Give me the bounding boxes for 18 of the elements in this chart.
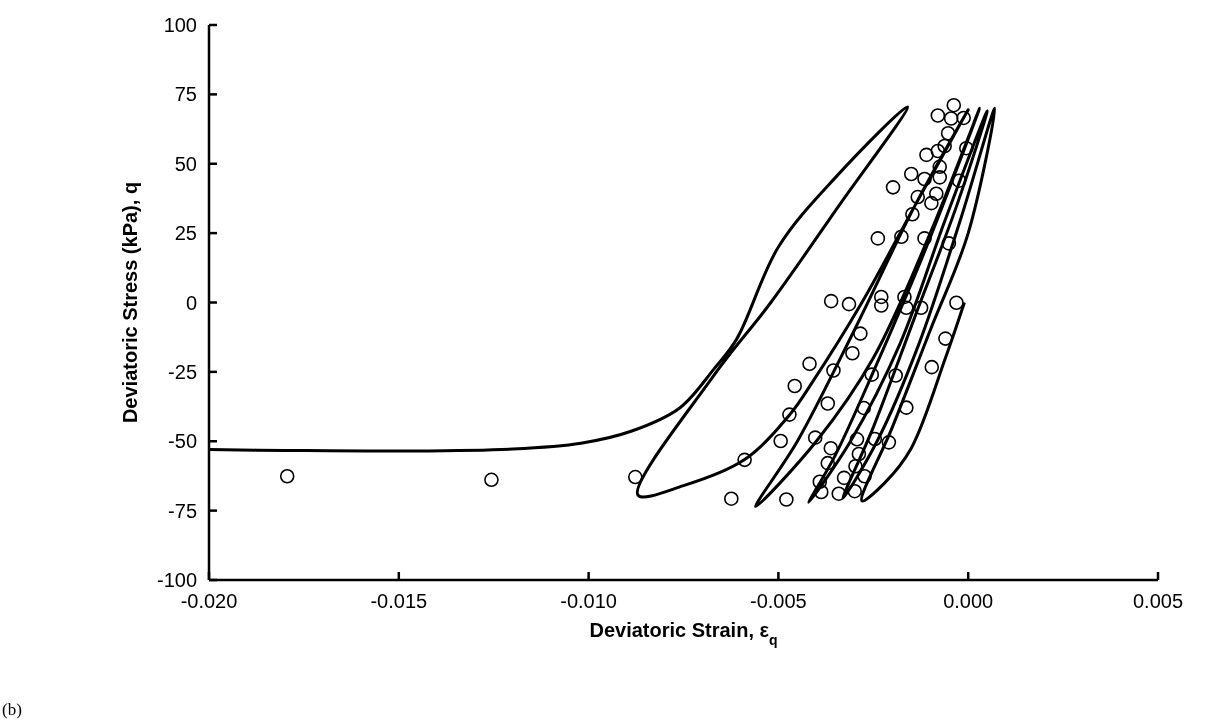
x-axis-title: Deviatoric Strain, ε$_{q}$ [589,619,778,648]
y-tick-label: 0 [185,291,197,314]
y-tick-label: 100 [163,14,197,36]
text: (b) [2,700,22,719]
x-tick-label: 0.000 [943,590,994,612]
y-axis-title: Deviatoric Stress (kPa), q [119,181,141,424]
x-tick-label: -0.005 [750,590,807,612]
y-tick-label: -100 [156,569,197,591]
x-tick-label: 0.005 [1132,590,1184,612]
y-tick-label: 50 [174,152,197,175]
y-tick-label: -25 [168,360,197,383]
x-tick-label: -0.020 [180,590,238,612]
y-tick-label: -50 [168,430,197,453]
y-tick-label: 75 [174,83,197,106]
x-tick-label: -0.010 [560,590,617,612]
y-tick-label: 25 [174,222,197,245]
y-tick-label: -75 [168,499,197,522]
x-tick-label: -0.015 [370,590,428,612]
